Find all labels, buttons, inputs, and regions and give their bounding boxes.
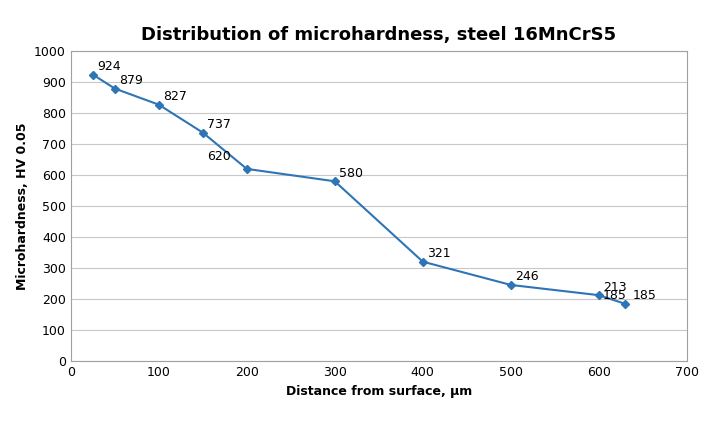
Text: 321: 321 — [427, 247, 451, 260]
Text: 213: 213 — [603, 280, 627, 294]
Text: 827: 827 — [163, 90, 187, 103]
Text: 737: 737 — [207, 118, 231, 131]
Text: 924: 924 — [97, 60, 121, 73]
Y-axis label: Microhardness, HV 0.05: Microhardness, HV 0.05 — [16, 122, 28, 290]
Title: Distribution of microhardness, steel 16MnCrS5: Distribution of microhardness, steel 16M… — [141, 26, 617, 44]
X-axis label: Distance from surface, μm: Distance from surface, μm — [285, 385, 472, 398]
Text: 580: 580 — [339, 167, 363, 180]
Text: 879: 879 — [119, 74, 143, 87]
Text: 185: 185 — [603, 289, 627, 302]
Text: 246: 246 — [515, 270, 539, 283]
Text: 620: 620 — [207, 150, 231, 163]
Text: 185: 185 — [632, 289, 656, 302]
